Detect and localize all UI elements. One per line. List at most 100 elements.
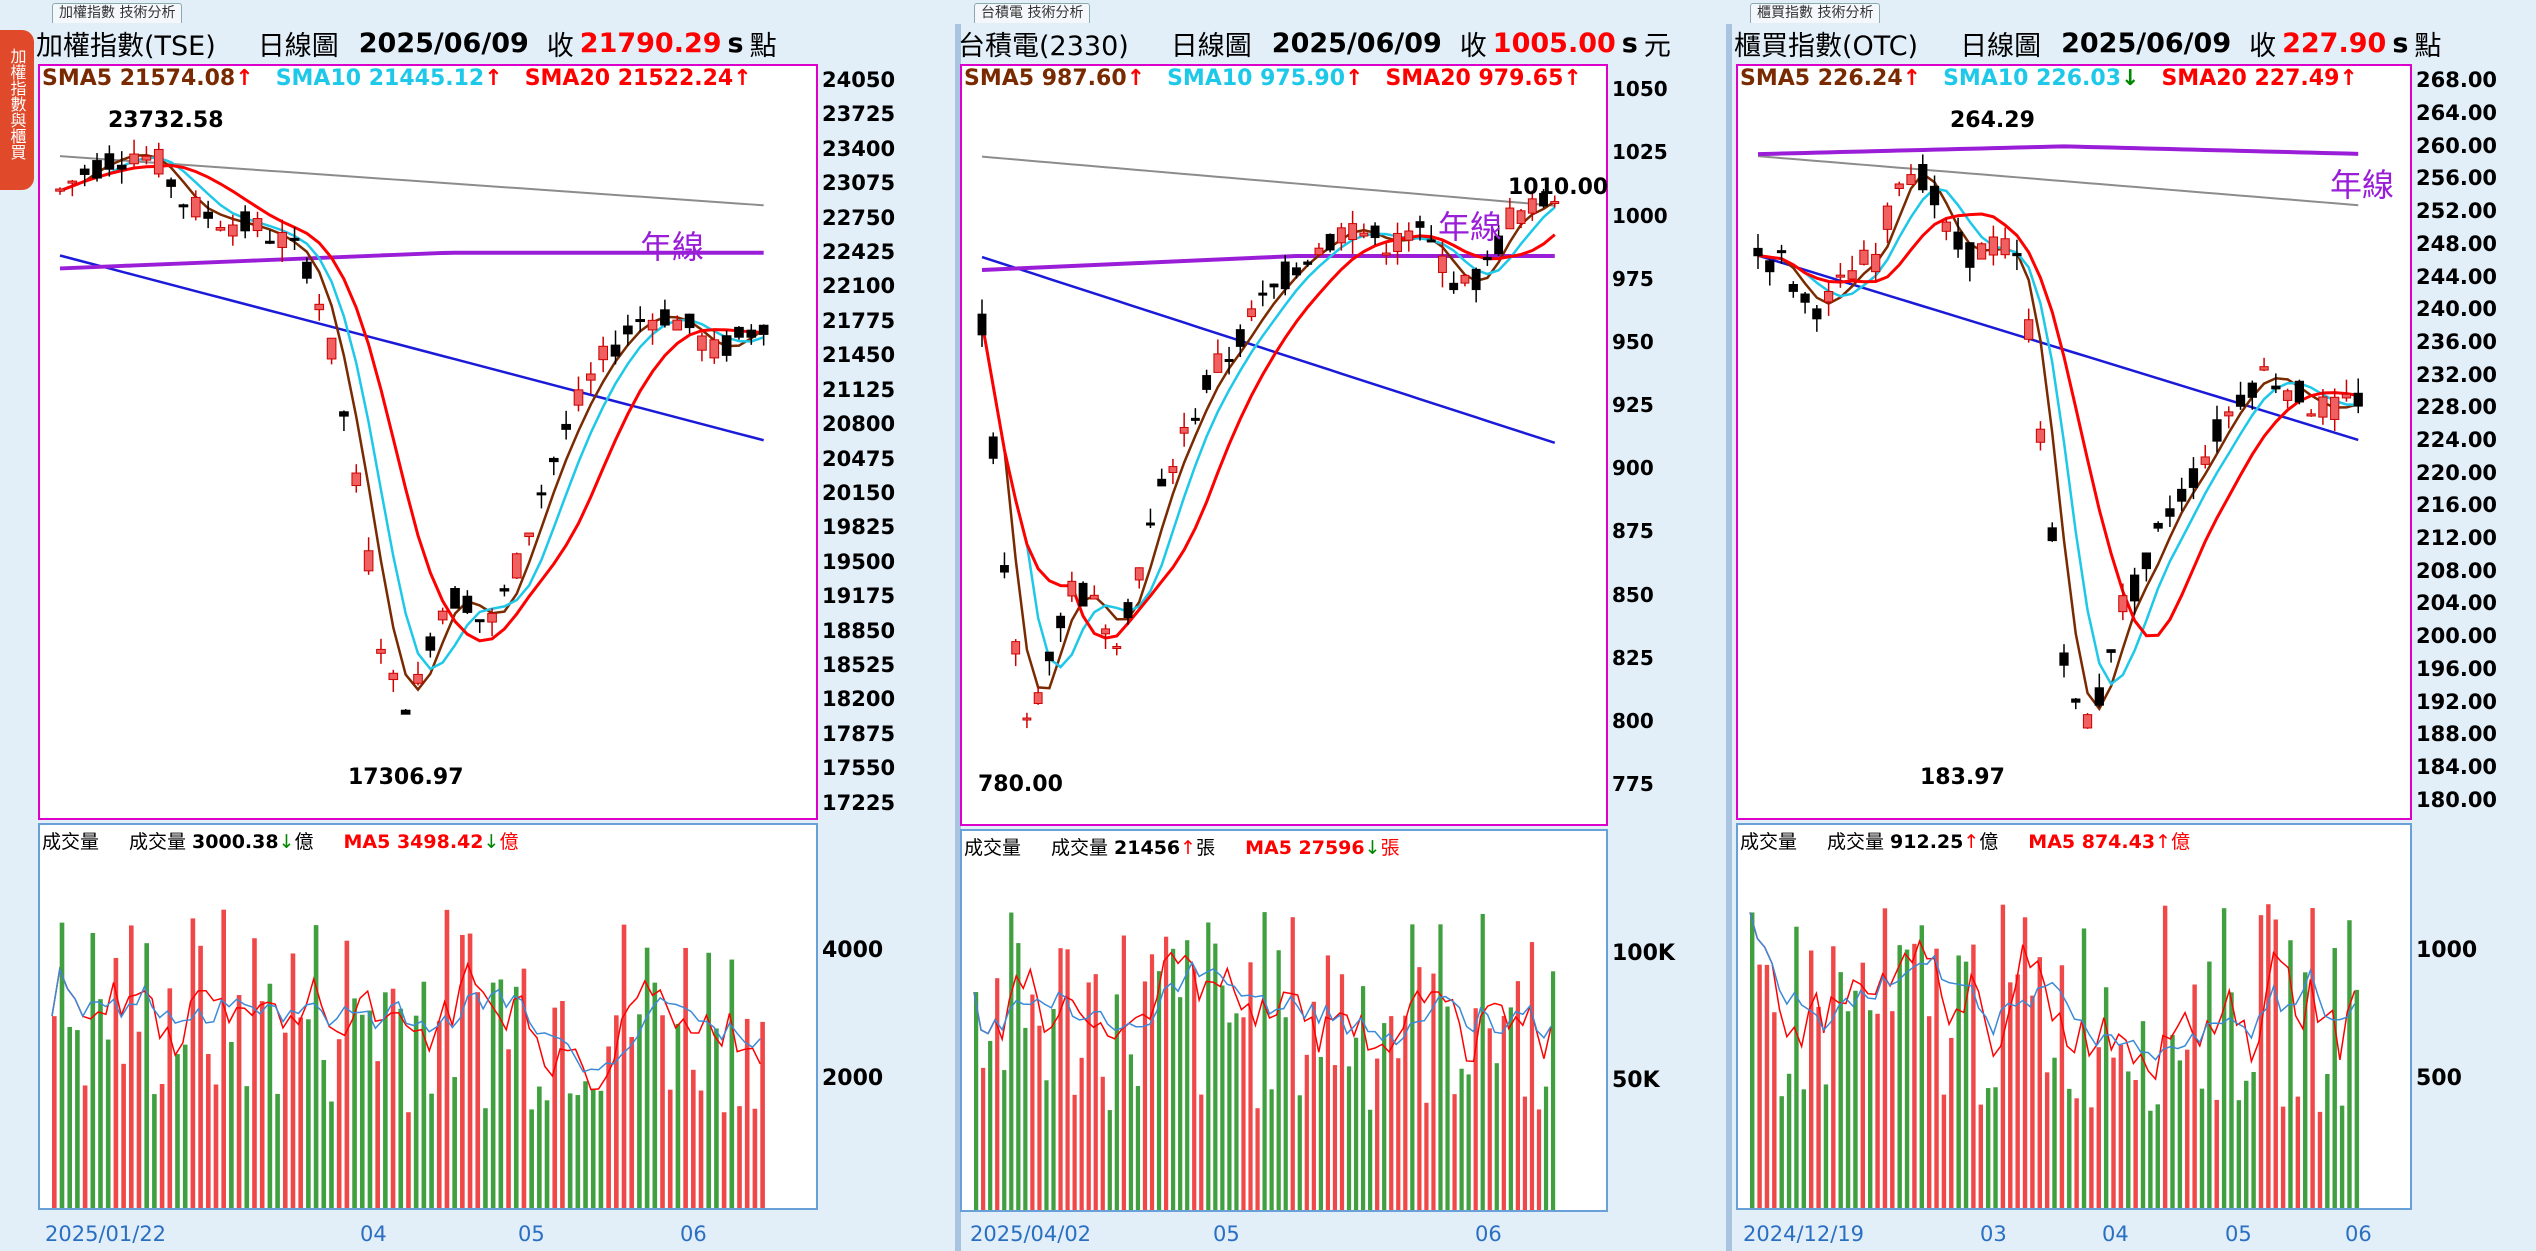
instrument-title[interactable]: 櫃買指數(OTC) (1734, 30, 1919, 62)
volume-bar (1919, 925, 1925, 1208)
volume-bar (75, 1030, 80, 1208)
candle-body (116, 164, 127, 170)
high-price-label: 264.29 (1950, 108, 2035, 133)
volume-bar (1417, 967, 1422, 1210)
volume-bar (267, 983, 273, 1208)
volume-bar (652, 982, 658, 1208)
volume-bar (1220, 985, 1225, 1210)
candle-body (2024, 319, 2034, 340)
volume-bar (2347, 920, 2352, 1208)
instrument-title[interactable]: 台積電(2330) (958, 30, 1129, 62)
volume-bar (1956, 955, 1961, 1208)
y-axis-tick: 264.00 (2416, 101, 2498, 126)
candle-body (524, 532, 534, 538)
candle-body (1812, 308, 1822, 320)
panel-tab[interactable]: 櫃買指數 技術分析 (1750, 3, 1881, 23)
x-axis-label: 05 (518, 1222, 545, 1246)
price-svg (55, 139, 769, 715)
candle-body (1988, 236, 1999, 256)
candle-body (2318, 396, 2328, 418)
volume-bar (1529, 942, 1535, 1210)
volume-ma-arrow: ↓ (1364, 837, 1381, 859)
candle-body (2094, 687, 2104, 706)
volume-bar (483, 1108, 488, 1208)
candle-body (1078, 582, 1088, 607)
price-chart-panel[interactable] (1736, 64, 2412, 820)
volume-bar (714, 1028, 719, 1208)
volume-unit: 億 (294, 831, 314, 853)
period-label[interactable]: 日線圖 (1960, 30, 2042, 62)
period-label[interactable]: 日線圖 (257, 30, 339, 62)
volume-bar (1543, 1086, 1549, 1210)
volume-bar (2295, 1096, 2301, 1208)
volume-bar (359, 1014, 365, 1208)
candle-body (302, 261, 312, 279)
candle-body (536, 492, 547, 496)
y-axis-tick: 224.00 (2416, 428, 2498, 452)
candle-body (1224, 358, 1234, 362)
volume-ma-value: MA5 874.43 (2028, 831, 2156, 853)
volume-bar (1283, 1017, 1288, 1210)
volume-bar (1304, 1054, 1309, 1210)
candle-body (2306, 413, 2316, 417)
candle-body (1871, 253, 1881, 273)
pane-splitter[interactable] (955, 24, 961, 1251)
y-axis-tick: 220.00 (2416, 460, 2498, 485)
candle-body (2106, 649, 2116, 653)
sma10-value: SMA10 226.03 (1943, 66, 2122, 91)
volume-bar (1065, 949, 1070, 1210)
volume-axis-tick: 500 (2416, 1066, 2462, 1091)
y-axis-tick: 18525 (822, 653, 896, 678)
volume-ma-unit: 億 (2170, 831, 2190, 853)
volume-bar (1764, 964, 1770, 1208)
candle-body (2200, 456, 2210, 465)
sma-legend: SMA5 21574.08↑ SMA10 21445.12↑ SMA20 21522… (42, 66, 774, 91)
volume-ma-line (973, 951, 1552, 1063)
volume-bar (1199, 1094, 1204, 1210)
date-label: 2025/06/09 (358, 27, 529, 59)
volume-bar (2067, 1088, 2072, 1208)
candle-body (351, 472, 362, 487)
volume-bar (1332, 1065, 1338, 1210)
candle-body (141, 155, 152, 161)
panel-tab[interactable]: 台積電 技術分析 (974, 3, 1091, 23)
candle-body (2071, 698, 2081, 703)
candle-body (1516, 210, 1526, 224)
candle-body (1314, 247, 1324, 256)
period-label[interactable]: 日線圖 (1170, 30, 1252, 62)
volume-bar (2008, 982, 2013, 1208)
candle-body (561, 423, 571, 430)
candle-body (623, 325, 633, 335)
x-axis-label: 06 (2345, 1222, 2372, 1246)
volume-ma-arrow: ↑ (2155, 831, 2171, 853)
volume-bar (1262, 912, 1267, 1210)
volume-bar (1438, 924, 1443, 1210)
price-chart-panel[interactable] (38, 64, 818, 820)
volume-bar (236, 995, 242, 1208)
volume-bar (467, 933, 473, 1208)
y-axis-tick: 216.00 (2416, 493, 2498, 518)
volume-bar (2266, 904, 2271, 1208)
candle-body (190, 196, 201, 218)
instrument-title[interactable]: 加權指數(TSE) (36, 30, 216, 62)
volume-bar (1353, 1037, 1359, 1210)
candle-body (1847, 270, 1857, 280)
volume-bar (2096, 1047, 2101, 1208)
volume-bar (1037, 1025, 1042, 1210)
candle-body (1460, 274, 1470, 284)
volume-bar (644, 947, 650, 1208)
volume-panel[interactable] (1736, 823, 2412, 1210)
y-axis-tick: 184.00 (2416, 754, 2498, 779)
candle-body (1800, 293, 1810, 303)
volume-panel[interactable] (960, 829, 1608, 1212)
pane-splitter[interactable] (1726, 24, 1732, 1251)
volume-bar (2251, 1071, 2256, 1208)
volume-bar (1536, 1109, 1542, 1210)
sma10-label: SMA10 21445.12↑ (276, 66, 503, 91)
volume-panel[interactable] (38, 823, 818, 1210)
candle-body (339, 411, 349, 417)
panel-tab[interactable]: 加權指數 技術分析 (52, 3, 183, 23)
price-chart-panel[interactable] (960, 64, 1608, 826)
side-category-tab[interactable]: 加權指數與櫃買 (0, 30, 34, 190)
